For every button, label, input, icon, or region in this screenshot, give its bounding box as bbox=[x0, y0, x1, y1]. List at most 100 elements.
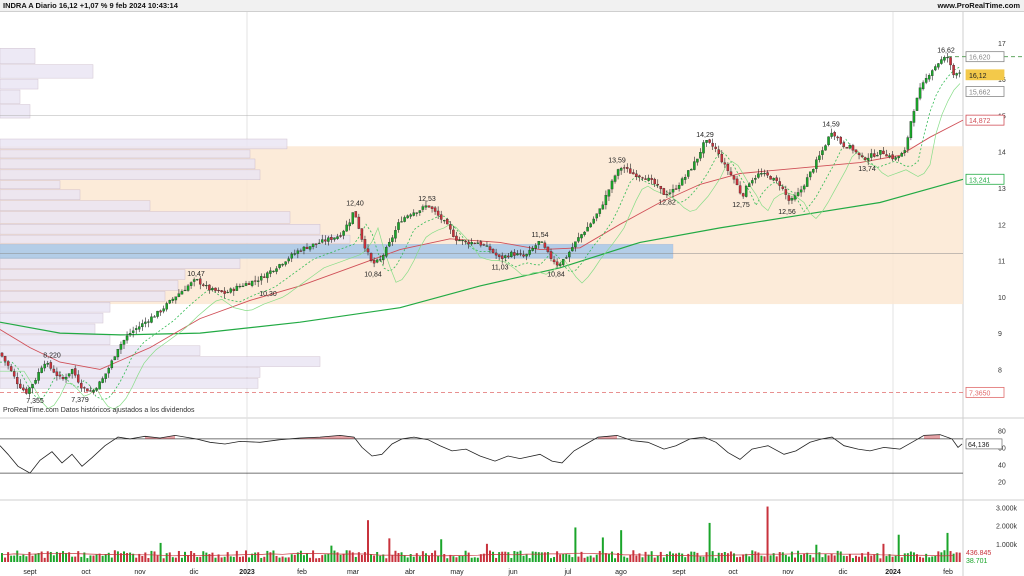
candle-body bbox=[842, 142, 846, 147]
candle-body bbox=[64, 376, 68, 380]
candle-body bbox=[293, 253, 297, 255]
volume-bar bbox=[583, 557, 586, 562]
volume-bar bbox=[684, 557, 687, 562]
candle-body bbox=[378, 259, 382, 261]
candle-body bbox=[342, 230, 345, 236]
volume-bar bbox=[656, 555, 659, 562]
volume-bar bbox=[675, 553, 678, 562]
candle-body bbox=[101, 378, 104, 383]
volume-bar bbox=[150, 550, 153, 562]
price-annotation: 11,54 bbox=[532, 232, 549, 239]
candle-body bbox=[348, 222, 351, 227]
volume-bar bbox=[357, 552, 360, 562]
x-axis-label: nov bbox=[134, 569, 146, 576]
volume-bar bbox=[748, 556, 751, 562]
candle-body bbox=[214, 287, 217, 291]
oscillator-badge-label: 64,136 bbox=[968, 442, 990, 449]
candle-body bbox=[336, 236, 339, 239]
candle-body bbox=[19, 383, 22, 389]
volume-bar bbox=[903, 553, 906, 562]
candle-body bbox=[741, 193, 745, 197]
price-chart[interactable]: 7,355 8,220 7,379 10,47 10,30 12,40 10,84 12,53… bbox=[0, 12, 1024, 576]
x-axis-label: dic bbox=[190, 569, 199, 576]
candle-body bbox=[0, 352, 4, 357]
volume-bar bbox=[238, 556, 241, 562]
candle-body bbox=[400, 221, 403, 223]
candle-body bbox=[83, 387, 86, 389]
candle-body bbox=[86, 388, 89, 392]
candle-body bbox=[854, 149, 858, 153]
volume-bar bbox=[156, 555, 159, 562]
candle-body bbox=[577, 237, 580, 242]
volume-bar bbox=[391, 555, 394, 562]
candle-body bbox=[104, 373, 107, 379]
candle-body bbox=[546, 246, 550, 252]
sma200-line bbox=[0, 178, 964, 336]
candle-body bbox=[223, 290, 226, 294]
candle-body bbox=[412, 212, 415, 216]
candle-body bbox=[613, 175, 617, 182]
price-tick-label: 8 bbox=[998, 367, 1002, 374]
volume-bar bbox=[836, 550, 839, 562]
volume-bar bbox=[312, 550, 315, 562]
volume-bar bbox=[428, 555, 430, 562]
volume-bar bbox=[534, 551, 537, 562]
volume-bar bbox=[906, 553, 909, 562]
candle-body bbox=[238, 285, 242, 288]
candle-body bbox=[622, 167, 626, 169]
candle-body bbox=[137, 326, 141, 330]
candle-body bbox=[833, 132, 836, 137]
volume-bar bbox=[879, 558, 882, 562]
candle-body bbox=[912, 111, 916, 123]
candle-body bbox=[470, 242, 473, 245]
volume-bar bbox=[733, 553, 735, 562]
candle-body bbox=[958, 72, 961, 74]
candle-body bbox=[406, 215, 409, 219]
candle-body bbox=[766, 172, 769, 176]
candle-body bbox=[256, 280, 260, 282]
volume-bar bbox=[891, 556, 894, 562]
brand-link[interactable]: www.ProRealTime.com bbox=[937, 1, 1020, 10]
candle-body bbox=[397, 222, 400, 230]
candle-body bbox=[607, 189, 611, 197]
volume-bar bbox=[409, 554, 412, 562]
candle-body bbox=[284, 261, 287, 265]
candle-body bbox=[793, 195, 797, 200]
volume-bar bbox=[562, 554, 565, 562]
candle-body bbox=[696, 158, 699, 163]
volume-bar bbox=[187, 555, 190, 562]
x-axis-label: mar bbox=[347, 569, 360, 576]
candle-body bbox=[516, 253, 519, 256]
volume-bar bbox=[714, 557, 717, 562]
volume-bar bbox=[516, 551, 519, 562]
candle-body bbox=[287, 258, 290, 262]
volume-bar bbox=[336, 552, 339, 562]
volume-bar bbox=[958, 552, 961, 562]
volume-bar bbox=[123, 551, 125, 562]
volume-bar bbox=[296, 552, 299, 562]
candle-body bbox=[851, 145, 855, 151]
candle-body bbox=[67, 373, 71, 377]
candle-body bbox=[519, 253, 522, 255]
candle-body bbox=[98, 381, 101, 390]
candle-body bbox=[244, 283, 248, 286]
volume-bar bbox=[955, 552, 958, 562]
price-badge-label: 15,662 bbox=[969, 89, 991, 96]
candle-body bbox=[571, 247, 574, 252]
volume-bar bbox=[696, 552, 699, 562]
candle-body bbox=[583, 231, 586, 235]
x-axis-label: dic bbox=[839, 569, 848, 576]
trailing-line-slow bbox=[0, 83, 961, 410]
volume-profile-bar bbox=[0, 158, 256, 170]
volume-bar bbox=[693, 551, 696, 562]
candle-body bbox=[915, 97, 919, 111]
candle-body bbox=[452, 229, 455, 237]
volume-bar bbox=[559, 554, 562, 562]
volume-bar bbox=[138, 553, 141, 562]
price-tick-label: 9 bbox=[998, 331, 1002, 338]
volume-bar bbox=[485, 543, 488, 562]
volume-tick-label: 2.000k bbox=[996, 524, 1018, 531]
candle-body bbox=[77, 374, 80, 383]
candle-body bbox=[482, 244, 486, 246]
candle-body bbox=[839, 136, 843, 144]
